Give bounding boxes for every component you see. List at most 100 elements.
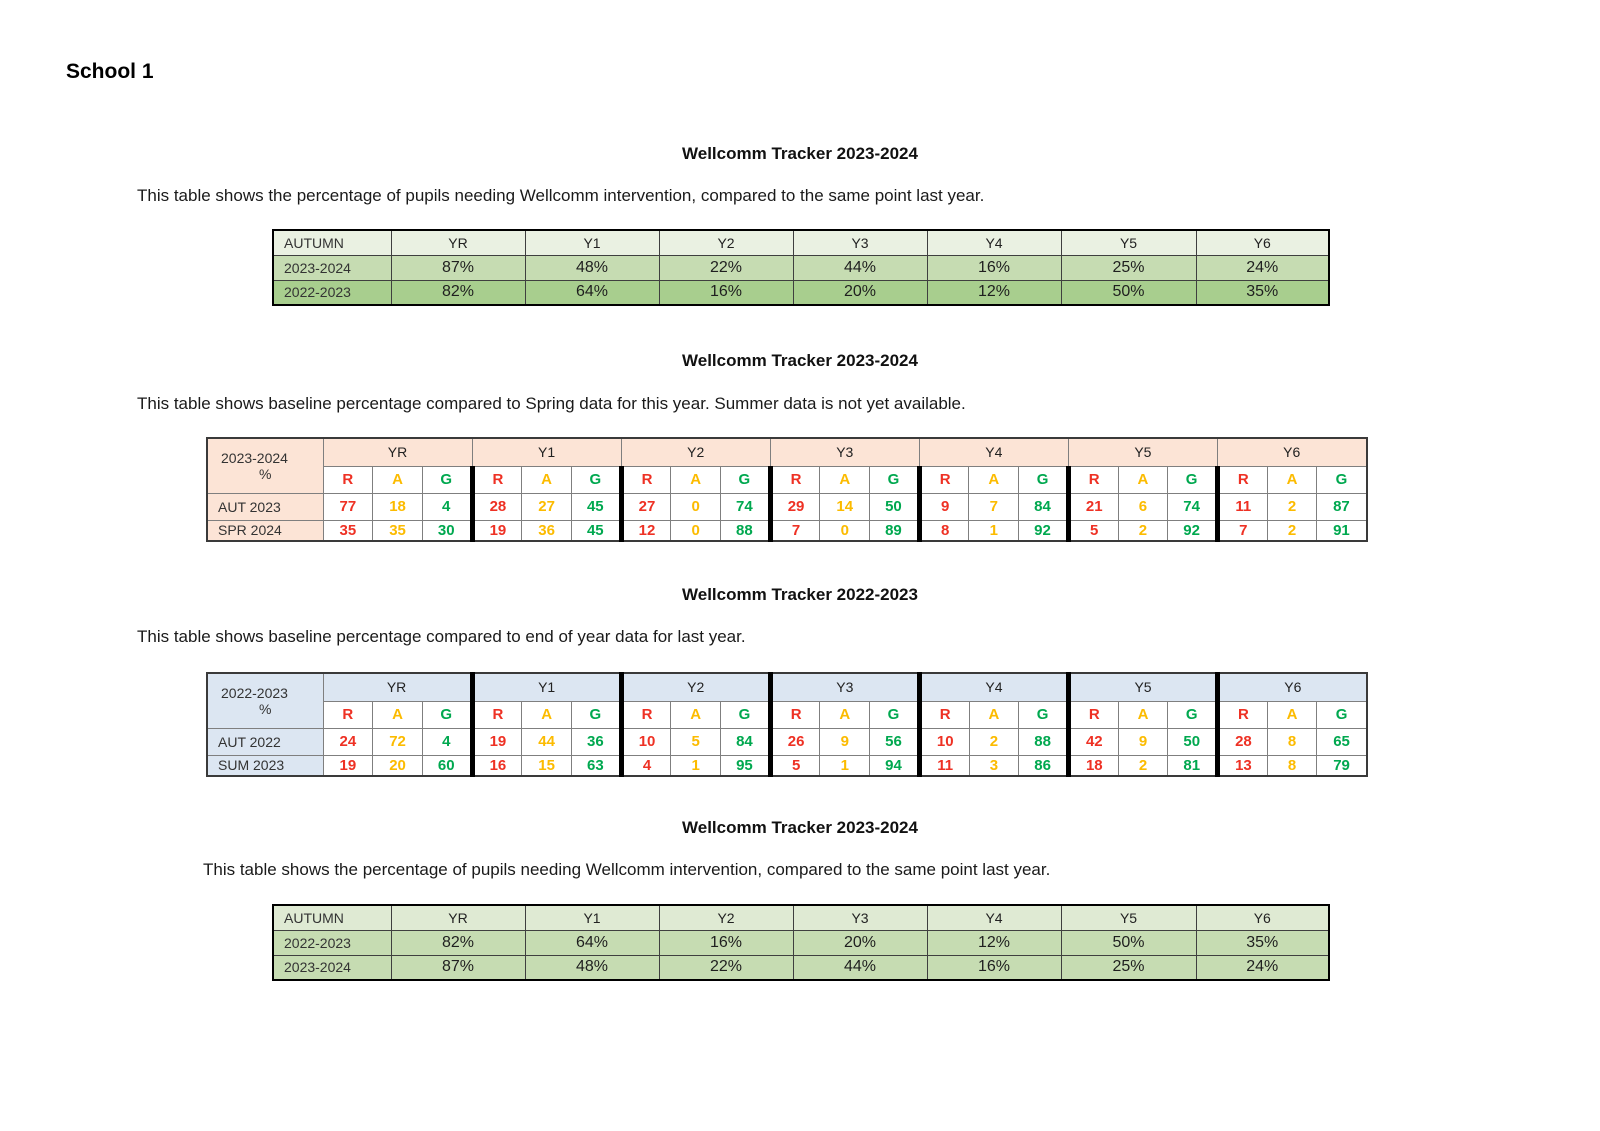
rag-value-cell: 19	[322, 754, 374, 776]
section-4-title: Wellcomm Tracker 2023-2024	[682, 818, 918, 837]
rag-value-cell: 0	[670, 519, 722, 541]
rag-letter-header: A	[968, 465, 1020, 494]
section-4-description: This table shows the percentage of pupil…	[203, 860, 1051, 879]
percentage-value-cell: 20%	[792, 279, 928, 306]
row-label: AUT 2023	[206, 492, 324, 521]
section-3-description: This table shows baseline percentage com…	[137, 627, 746, 646]
rag-value-cell: 16	[469, 754, 523, 776]
column-header-label: AUTUMN	[272, 904, 392, 931]
percentage-value-cell: 12%	[926, 279, 1062, 306]
rag-letter-header: G	[570, 700, 622, 729]
document-heading: School 1	[66, 60, 154, 83]
rag-value-cell: 77	[322, 492, 374, 521]
rag-value-cell: 19	[469, 519, 523, 541]
column-header-label: AUTUMN	[272, 229, 392, 256]
year-group-header: Y5	[1065, 672, 1219, 702]
rag-letter-header: G	[1316, 465, 1368, 494]
corner-header-cell: 2022-2023%	[206, 672, 324, 729]
rag-letter-header: R	[618, 700, 672, 729]
rag-value-cell: 87	[1316, 492, 1368, 521]
year-group-header: YR	[322, 437, 473, 467]
percentage-value-cell: 20%	[792, 929, 928, 956]
table-row: 2022-2023 82% 64% 16% 20% 12% 50% 35%	[272, 929, 1330, 956]
rag-value-cell: 29	[767, 492, 821, 521]
rag-value-cell: 65	[1316, 727, 1368, 756]
row-label: SPR 2024	[206, 519, 324, 541]
rag-letter-header: R	[1065, 700, 1119, 729]
rag-letter-header: A	[1266, 700, 1318, 729]
rag-letter-header: G	[1167, 700, 1219, 729]
section-1-title: Wellcomm Tracker 2023-2024	[682, 144, 918, 163]
rag-value-cell: 72	[372, 727, 423, 756]
rag-value-cell: 21	[1065, 492, 1119, 521]
rag-value-cell: 14	[819, 492, 871, 521]
year-group-header: Y1	[471, 437, 622, 467]
rag-value-cell: 5	[767, 754, 821, 776]
rag-value-cell: 86	[1018, 754, 1069, 776]
rag-value-cell: 24	[322, 727, 374, 756]
autumn-comparison-table-top: AUTUMN YR Y1 Y2 Y3 Y4 Y5 Y6 2023-2024 87% 48% 22% 44…	[272, 229, 1330, 306]
rag-letter-header: A	[819, 465, 871, 494]
percentage-value-cell: 24%	[1195, 954, 1330, 981]
rag-value-cell: 9	[1117, 727, 1169, 756]
rag-value-cell: 42	[1065, 727, 1119, 756]
percentage-value-cell: 16%	[658, 279, 794, 306]
rag-value-cell: 89	[869, 519, 920, 541]
rag-value-cell: 28	[1215, 727, 1268, 756]
percentage-value-cell: 24%	[1195, 254, 1330, 281]
corner-percent-sign: %	[259, 465, 272, 482]
rag-value-cell: 50	[869, 492, 920, 521]
year-column-header: Y4	[926, 904, 1062, 931]
rag-letter-header: G	[869, 465, 920, 494]
rag-letter-header: R	[916, 700, 970, 729]
rag-letter-header: G	[421, 465, 473, 494]
rag-letter-header: G	[720, 700, 771, 729]
year-group-header: Y6	[1216, 437, 1368, 467]
year-column-header: Y3	[792, 904, 928, 931]
rag-value-cell: 91	[1316, 519, 1368, 541]
rag-value-cell: 4	[618, 754, 672, 776]
year-column-header: Y2	[658, 229, 794, 256]
rag-value-cell: 10	[618, 727, 672, 756]
row-label: 2022-2023	[272, 929, 392, 956]
rag-letter-header: G	[1316, 700, 1368, 729]
row-label: SUM 2023	[206, 754, 324, 776]
rag-value-cell: 12	[618, 519, 672, 541]
rag-value-cell: 44	[521, 727, 572, 756]
percentage-value-cell: 48%	[524, 254, 660, 281]
rag-value-cell: 60	[421, 754, 473, 776]
year-column-header: Y4	[926, 229, 1062, 256]
rag-value-cell: 7	[767, 519, 821, 541]
rag-value-cell: 84	[1018, 492, 1069, 521]
rag-value-cell: 18	[1065, 754, 1119, 776]
table-row: 2023-2024 87% 48% 22% 44% 16% 25% 24%	[272, 954, 1330, 981]
year-column-header: Y5	[1060, 904, 1197, 931]
rag-value-cell: 1	[968, 519, 1020, 541]
percentage-value-cell: 50%	[1060, 929, 1197, 956]
section-1-description: This table shows the percentage of pupil…	[137, 186, 985, 205]
table-row: 2022-2023 82% 64% 16% 20% 12% 50% 35%	[272, 279, 1330, 306]
rag-value-cell: 4	[421, 492, 473, 521]
rag-value-cell: 92	[1018, 519, 1069, 541]
rag-value-cell: 45	[570, 519, 622, 541]
rag-value-cell: 81	[1167, 754, 1219, 776]
rag-value-cell: 11	[916, 754, 970, 776]
rag-value-cell: 8	[1266, 727, 1318, 756]
percentage-value-cell: 12%	[926, 929, 1062, 956]
rag-value-cell: 56	[869, 727, 920, 756]
rag-value-cell: 20	[372, 754, 423, 776]
table-row: SUM 2023 19 20 60 16 15 63 4 1 95 5 1 94 11 3 86 18 2 81 13…	[206, 754, 1368, 776]
table-row: AUT 2023 77 18 4 28 27 45 27 0 74 29 14 50 9 7 84 21 6 74 1…	[206, 492, 1368, 521]
row-label: 2022-2023	[272, 279, 392, 306]
rag-letter-header: A	[1266, 465, 1318, 494]
rag-letter-header: R	[469, 700, 523, 729]
year-column-header: Y1	[524, 229, 660, 256]
rag-table-2023-2024: 2023-2024% YR Y1 Y2 Y3 Y4 Y5 Y6 R A G R A G R A G R A G R A G R…	[206, 437, 1368, 542]
rag-value-cell: 13	[1215, 754, 1268, 776]
rag-value-cell: 27	[521, 492, 572, 521]
percentage-value-cell: 35%	[1195, 929, 1330, 956]
rag-letter-header: G	[869, 700, 920, 729]
corner-year-range: 2022-2023	[221, 684, 288, 701]
rag-letter-header: G	[570, 465, 622, 494]
